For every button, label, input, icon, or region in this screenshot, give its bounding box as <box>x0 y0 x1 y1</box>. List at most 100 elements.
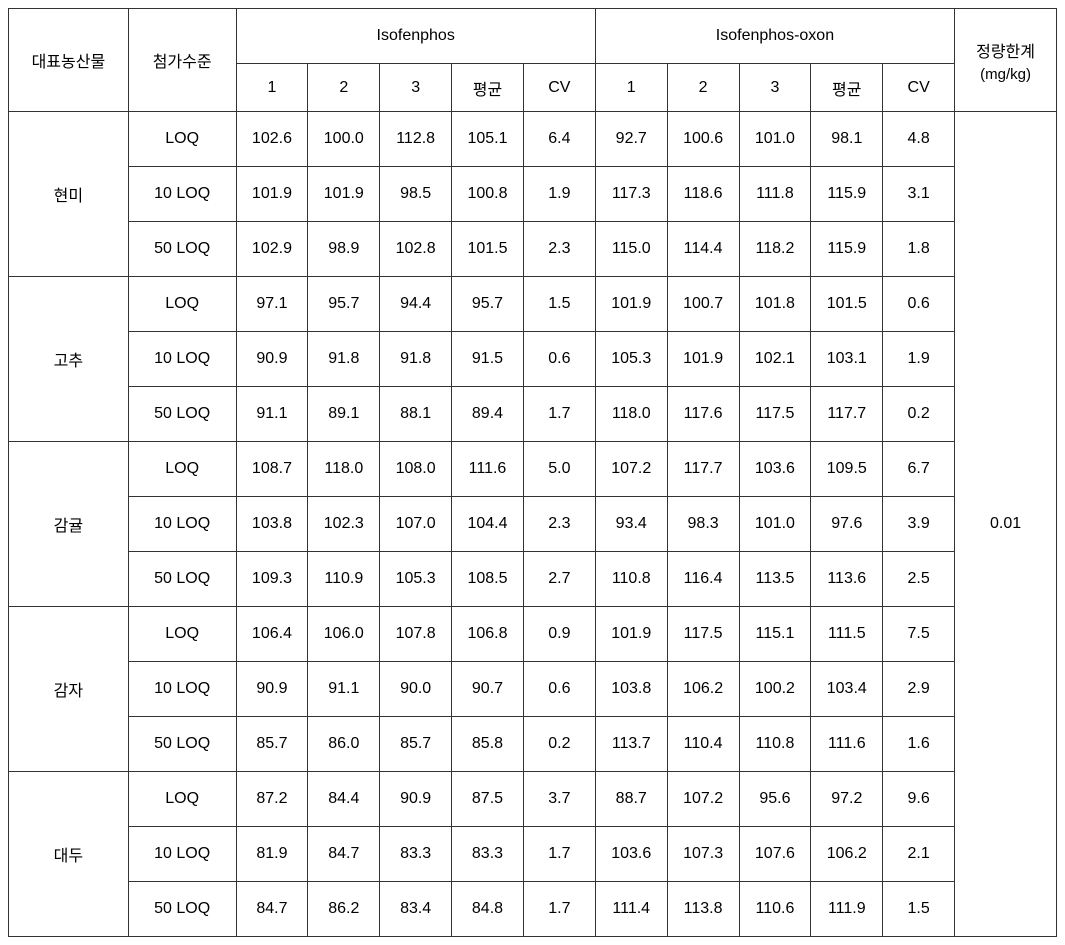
value-cell: 84.8 <box>452 882 524 937</box>
header-sub-a-0: 1 <box>236 64 308 112</box>
table-row: 감귤LOQ108.7118.0108.0111.65.0107.2117.710… <box>9 442 1057 497</box>
value-cell: 102.8 <box>380 222 452 277</box>
value-cell: 91.8 <box>308 332 380 387</box>
level-cell: LOQ <box>128 442 236 497</box>
value-cell: 117.7 <box>811 387 883 442</box>
value-cell: 93.4 <box>595 497 667 552</box>
value-cell: 103.6 <box>739 442 811 497</box>
value-cell: 3.7 <box>523 772 595 827</box>
table-row: 50 LOQ84.786.283.484.81.7111.4113.8110.6… <box>9 882 1057 937</box>
value-cell: 111.4 <box>595 882 667 937</box>
value-cell: 3.1 <box>883 167 955 222</box>
value-cell: 100.2 <box>739 662 811 717</box>
value-cell: 101.9 <box>595 277 667 332</box>
value-cell: 0.6 <box>883 277 955 332</box>
value-cell: 108.0 <box>380 442 452 497</box>
value-cell: 1.9 <box>523 167 595 222</box>
value-cell: 118.2 <box>739 222 811 277</box>
value-cell: 98.9 <box>308 222 380 277</box>
value-cell: 118.0 <box>308 442 380 497</box>
value-cell: 107.0 <box>380 497 452 552</box>
value-cell: 102.1 <box>739 332 811 387</box>
value-cell: 109.5 <box>811 442 883 497</box>
value-cell: 114.4 <box>667 222 739 277</box>
value-cell: 118.0 <box>595 387 667 442</box>
header-sub-b-4: CV <box>883 64 955 112</box>
header-sub-b-3: 평균 <box>811 64 883 112</box>
value-cell: 100.7 <box>667 277 739 332</box>
value-cell: 1.5 <box>523 277 595 332</box>
level-cell: LOQ <box>128 277 236 332</box>
value-cell: 107.2 <box>667 772 739 827</box>
value-cell: 100.8 <box>452 167 524 222</box>
value-cell: 101.9 <box>595 607 667 662</box>
header-loq: 정량한계 (mg/kg) <box>955 9 1057 112</box>
value-cell: 107.2 <box>595 442 667 497</box>
value-cell: 102.9 <box>236 222 308 277</box>
value-cell: 101.5 <box>811 277 883 332</box>
level-cell: LOQ <box>128 607 236 662</box>
level-cell: 10 LOQ <box>128 827 236 882</box>
value-cell: 110.4 <box>667 717 739 772</box>
value-cell: 92.7 <box>595 112 667 167</box>
value-cell: 107.8 <box>380 607 452 662</box>
value-cell: 83.3 <box>452 827 524 882</box>
level-cell: 10 LOQ <box>128 332 236 387</box>
value-cell: 98.5 <box>380 167 452 222</box>
loq-value-cell: 0.01 <box>955 112 1057 937</box>
value-cell: 117.5 <box>739 387 811 442</box>
header-sub-b-0: 1 <box>595 64 667 112</box>
table-row: 50 LOQ109.3110.9105.3108.52.7110.8116.41… <box>9 552 1057 607</box>
value-cell: 105.3 <box>380 552 452 607</box>
level-cell: 50 LOQ <box>128 387 236 442</box>
product-cell: 감귤 <box>9 442 129 607</box>
table-row: 10 LOQ90.991.190.090.70.6103.8106.2100.2… <box>9 662 1057 717</box>
value-cell: 115.1 <box>739 607 811 662</box>
value-cell: 91.8 <box>380 332 452 387</box>
value-cell: 95.7 <box>452 277 524 332</box>
value-cell: 108.5 <box>452 552 524 607</box>
value-cell: 2.3 <box>523 497 595 552</box>
value-cell: 113.5 <box>739 552 811 607</box>
value-cell: 86.0 <box>308 717 380 772</box>
table-row: 50 LOQ102.998.9102.8101.52.3115.0114.411… <box>9 222 1057 277</box>
header-loq-unit: (mg/kg) <box>955 66 1056 83</box>
value-cell: 104.4 <box>452 497 524 552</box>
value-cell: 115.9 <box>811 222 883 277</box>
value-cell: 90.7 <box>452 662 524 717</box>
header-sub-a-4: CV <box>523 64 595 112</box>
value-cell: 85.7 <box>380 717 452 772</box>
value-cell: 97.1 <box>236 277 308 332</box>
value-cell: 90.0 <box>380 662 452 717</box>
value-cell: 111.5 <box>811 607 883 662</box>
table-row: 고추LOQ97.195.794.495.71.5101.9100.7101.81… <box>9 277 1057 332</box>
table-row: 50 LOQ91.189.188.189.41.7118.0117.6117.5… <box>9 387 1057 442</box>
value-cell: 101.0 <box>739 497 811 552</box>
value-cell: 0.9 <box>523 607 595 662</box>
value-cell: 102.3 <box>308 497 380 552</box>
value-cell: 109.3 <box>236 552 308 607</box>
value-cell: 101.9 <box>667 332 739 387</box>
level-cell: 50 LOQ <box>128 222 236 277</box>
table-body: 현미LOQ102.6100.0112.8105.16.492.7100.6101… <box>9 112 1057 937</box>
value-cell: 0.6 <box>523 662 595 717</box>
header-sub-a-1: 2 <box>308 64 380 112</box>
table-row: 50 LOQ85.786.085.785.80.2113.7110.4110.8… <box>9 717 1057 772</box>
value-cell: 1.6 <box>883 717 955 772</box>
level-cell: 10 LOQ <box>128 662 236 717</box>
value-cell: 91.5 <box>452 332 524 387</box>
header-compound-a: Isofenphos <box>236 9 595 64</box>
value-cell: 106.4 <box>236 607 308 662</box>
value-cell: 111.6 <box>452 442 524 497</box>
value-cell: 7.5 <box>883 607 955 662</box>
value-cell: 95.6 <box>739 772 811 827</box>
value-cell: 86.2 <box>308 882 380 937</box>
value-cell: 115.9 <box>811 167 883 222</box>
value-cell: 100.6 <box>667 112 739 167</box>
value-cell: 90.9 <box>380 772 452 827</box>
value-cell: 107.3 <box>667 827 739 882</box>
value-cell: 105.3 <box>595 332 667 387</box>
value-cell: 0.6 <box>523 332 595 387</box>
value-cell: 91.1 <box>236 387 308 442</box>
value-cell: 117.5 <box>667 607 739 662</box>
